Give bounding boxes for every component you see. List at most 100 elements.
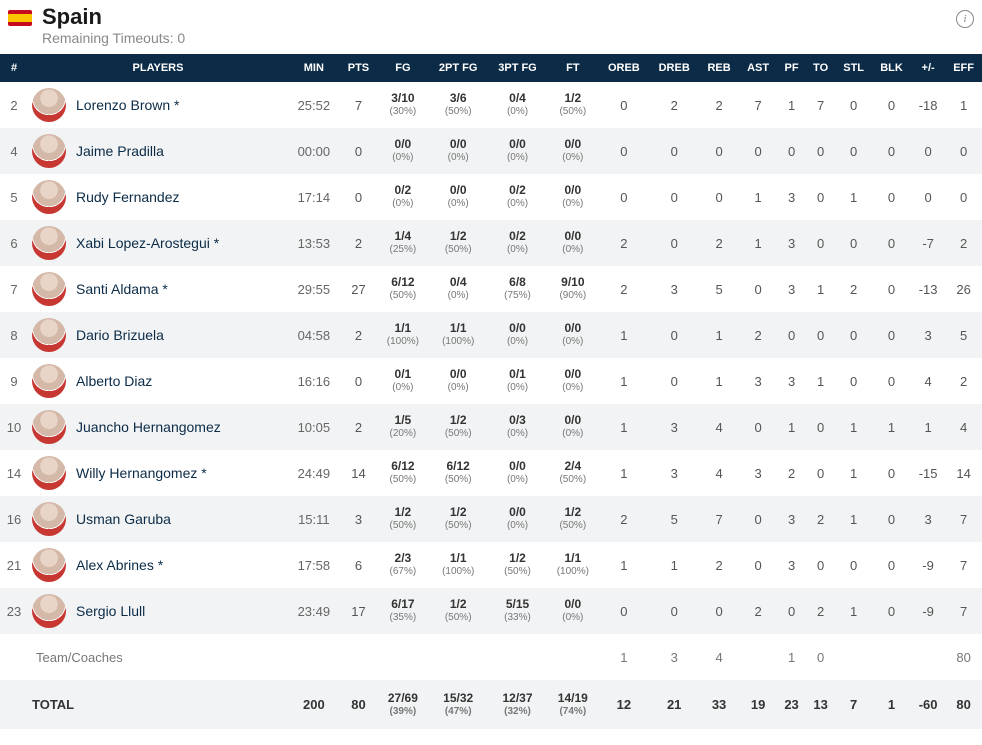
reb: 1	[699, 358, 739, 404]
player-cell[interactable]: Juancho Hernangomez	[28, 404, 288, 450]
pf: 1	[777, 82, 806, 128]
col-header[interactable]: TO	[806, 54, 835, 82]
player-name-link[interactable]: Juancho Hernangomez	[76, 419, 221, 435]
col-header[interactable]: REB	[699, 54, 739, 82]
stl: 1	[835, 404, 872, 450]
fg3: 0/2(0%)	[488, 174, 547, 220]
spain-flag-icon	[8, 10, 32, 26]
blk: 1	[872, 404, 911, 450]
col-header[interactable]: DREB	[649, 54, 699, 82]
min: 23:49	[288, 588, 340, 634]
fg2: 1/2(50%)	[429, 220, 488, 266]
player-cell[interactable]: Usman Garuba	[28, 496, 288, 542]
col-header[interactable]: BLK	[872, 54, 911, 82]
player-name-link[interactable]: Alberto Diaz	[76, 373, 152, 389]
player-cell[interactable]: Alberto Diaz	[28, 358, 288, 404]
info-icon[interactable]: i	[956, 10, 974, 28]
stat-stack: 1/2(50%)	[381, 506, 424, 531]
player-cell[interactable]: Dario Brizuela	[28, 312, 288, 358]
stat-stack: 0/0(0%)	[492, 138, 543, 163]
col-header[interactable]: FT	[547, 54, 598, 82]
ast: 3	[739, 358, 777, 404]
pf: 0	[777, 588, 806, 634]
player-name-link[interactable]: Xabi Lopez-Arostegui *	[76, 235, 219, 251]
blk: 0	[872, 174, 911, 220]
ast: 2	[739, 588, 777, 634]
pts: 3	[340, 496, 378, 542]
col-header[interactable]: #	[0, 54, 28, 82]
fg2: 1/2(50%)	[429, 496, 488, 542]
eff: 7	[945, 496, 982, 542]
col-header[interactable]: 2PT FG	[429, 54, 488, 82]
plusminus: 1	[911, 404, 945, 450]
player-name-link[interactable]: Sergio Llull	[76, 603, 145, 619]
col-header[interactable]: EFF	[945, 54, 982, 82]
dreb: 3	[649, 450, 699, 496]
player-name-link[interactable]: Alex Abrines *	[76, 557, 163, 573]
col-header[interactable]: +/-	[911, 54, 945, 82]
col-header[interactable]: MIN	[288, 54, 340, 82]
stat-stack: 0/0(0%)	[551, 322, 594, 347]
eff: 7	[945, 542, 982, 588]
stat-stack: 1/4(25%)	[381, 230, 424, 255]
player-cell[interactable]: Willy Hernangomez *	[28, 450, 288, 496]
ast: 0	[739, 496, 777, 542]
reb: 7	[699, 496, 739, 542]
fg: 1/1(100%)	[377, 312, 428, 358]
col-header[interactable]: STL	[835, 54, 872, 82]
fg: 3/10(30%)	[377, 82, 428, 128]
dreb: 2	[649, 82, 699, 128]
stat-stack: 3/10(30%)	[381, 92, 424, 117]
player-cell[interactable]: Alex Abrines *	[28, 542, 288, 588]
stl: 0	[835, 220, 872, 266]
player-number: 5	[0, 174, 28, 220]
player-name-link[interactable]: Jaime Pradilla	[76, 143, 164, 159]
table-row: 6Xabi Lopez-Arostegui *13:5321/4(25%)1/2…	[0, 220, 982, 266]
ast: 0	[739, 128, 777, 174]
ft: 0/0(0%)	[547, 358, 598, 404]
player-cell[interactable]: Jaime Pradilla	[28, 128, 288, 174]
player-name-link[interactable]: Lorenzo Brown *	[76, 97, 180, 113]
ast: 1	[739, 174, 777, 220]
ft: 0/0(0%)	[547, 404, 598, 450]
timeouts-label: Remaining Timeouts: 0	[42, 30, 956, 46]
player-cell[interactable]: Lorenzo Brown *	[28, 82, 288, 128]
dreb: 0	[649, 128, 699, 174]
stat-stack: 27/69(39%)	[381, 692, 424, 717]
reb: 2	[699, 82, 739, 128]
avatar	[32, 456, 66, 490]
to: 0	[806, 174, 835, 220]
stat-stack: 0/2(0%)	[381, 184, 424, 209]
ft: 0/0(0%)	[547, 174, 598, 220]
col-header[interactable]: PLAYERS	[28, 54, 288, 82]
col-header[interactable]: OREB	[598, 54, 649, 82]
fg: 0/1(0%)	[377, 358, 428, 404]
player-cell[interactable]: Santi Aldama *	[28, 266, 288, 312]
avatar	[32, 364, 66, 398]
player-name-link[interactable]: Dario Brizuela	[76, 327, 164, 343]
table-row: 9Alberto Diaz16:1600/1(0%)0/0(0%)0/1(0%)…	[0, 358, 982, 404]
col-header[interactable]: 3PT FG	[488, 54, 547, 82]
player-name-link[interactable]: Willy Hernangomez *	[76, 465, 207, 481]
avatar	[32, 180, 66, 214]
col-header[interactable]: AST	[739, 54, 777, 82]
player-cell[interactable]: Xabi Lopez-Arostegui *	[28, 220, 288, 266]
plusminus: -7	[911, 220, 945, 266]
ft: 0/0(0%)	[547, 128, 598, 174]
player-name-link[interactable]: Santi Aldama *	[76, 281, 168, 297]
player-cell[interactable]: Rudy Fernandez	[28, 174, 288, 220]
to: 0	[806, 542, 835, 588]
col-header[interactable]: PTS	[340, 54, 378, 82]
stat-stack: 0/0(0%)	[551, 230, 594, 255]
col-header[interactable]: PF	[777, 54, 806, 82]
player-cell[interactable]: Sergio Llull	[28, 588, 288, 634]
stl: 2	[835, 266, 872, 312]
player-name-link[interactable]: Usman Garuba	[76, 511, 171, 527]
col-header[interactable]: FG	[377, 54, 428, 82]
to: 2	[806, 588, 835, 634]
blk: 0	[872, 82, 911, 128]
player-number: 9	[0, 358, 28, 404]
stat-stack: 6/17(35%)	[381, 598, 424, 623]
player-name-link[interactable]: Rudy Fernandez	[76, 189, 180, 205]
stat-stack: 0/0(0%)	[551, 368, 594, 393]
